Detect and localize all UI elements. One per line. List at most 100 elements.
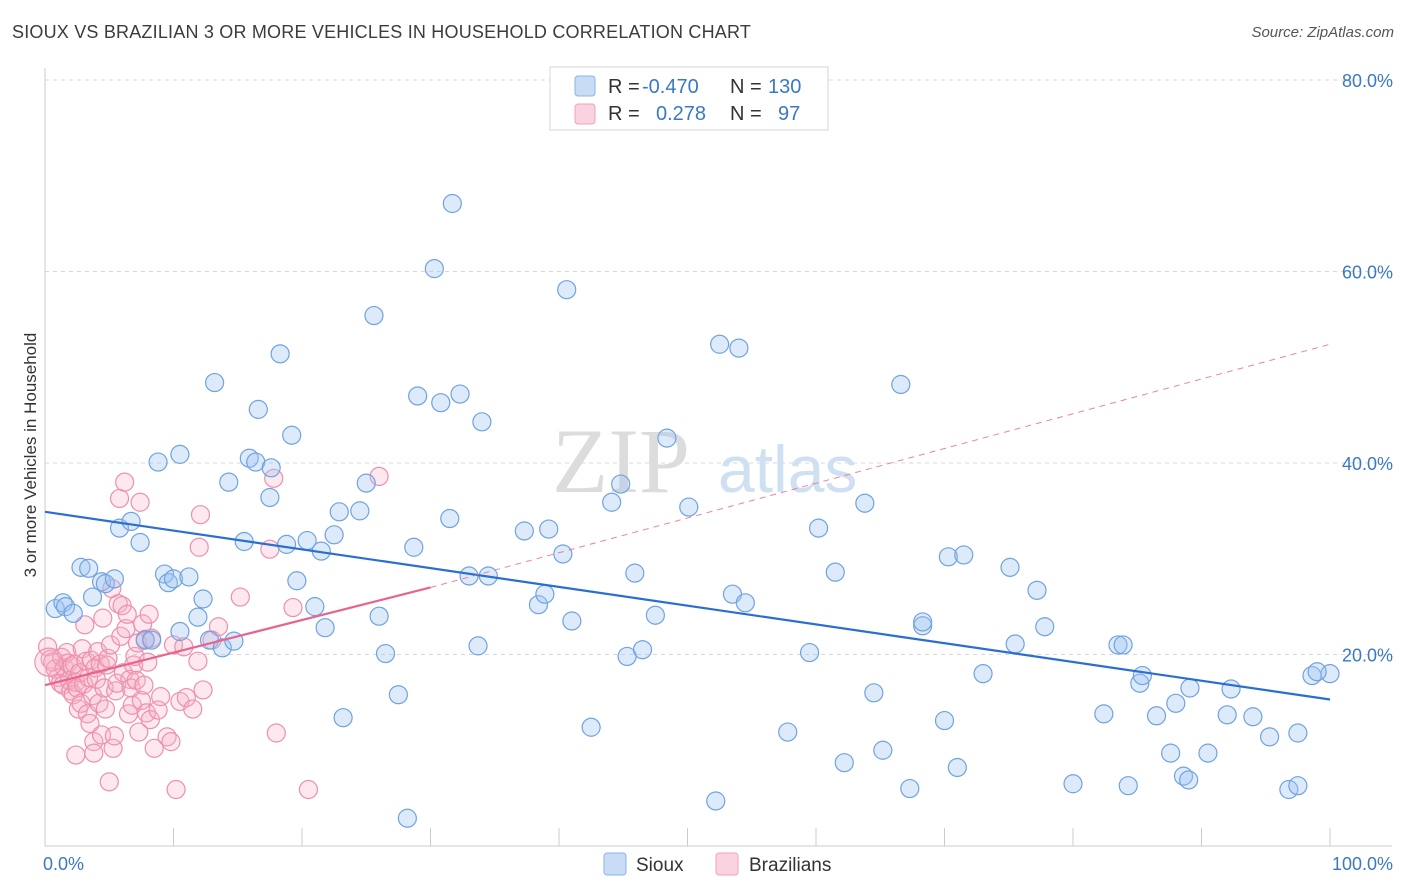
brazilians-point-72: [138, 652, 158, 672]
sioux-point-45: [333, 708, 353, 728]
sioux-point-119: [1198, 743, 1218, 763]
sioux-point-80: [706, 791, 726, 811]
sioux-point-99: [947, 757, 967, 778]
legend-swatch-brazilians: [574, 103, 596, 125]
brazilians-point-48: [107, 673, 127, 693]
sioux-point-76: [632, 640, 653, 660]
brazilians-point-0: [37, 637, 58, 657]
brazilians-point-46: [104, 726, 124, 746]
brazilians-point-38: [94, 678, 114, 698]
brazilians-trend-line: [44, 586, 431, 687]
brazilians-point-66: [130, 492, 150, 512]
sioux-point-96: [913, 612, 933, 632]
sioux-point-69: [557, 280, 577, 300]
sioux-point-48: [364, 305, 384, 326]
sioux-point-19: [170, 444, 190, 464]
sioux-point-104: [1027, 580, 1047, 600]
brazilians-point-96: [266, 723, 286, 743]
brazilians-point-76: [144, 738, 164, 758]
sioux-point-52: [397, 808, 417, 828]
bottom-legend-label-brazilians: Brazilians: [749, 855, 831, 876]
sioux-point-26: [212, 638, 232, 658]
sioux-point-87: [808, 518, 829, 538]
sioux-point-18: [163, 569, 184, 589]
brazilians-point-88: [189, 537, 209, 557]
sioux-point-11: [121, 511, 141, 532]
sioux-point-64: [514, 521, 534, 541]
brazilians-point-82: [166, 779, 186, 800]
sioux-point-109: [1113, 635, 1133, 655]
sioux-point-106: [1063, 774, 1083, 794]
brazilians-point-101: [84, 743, 104, 763]
sioux-point-57: [440, 508, 460, 529]
sioux-point-17: [158, 573, 178, 593]
sioux-point-88: [825, 562, 845, 582]
sioux-point-22: [188, 607, 208, 627]
sioux-point-20: [170, 621, 190, 642]
sioux-series: [45, 193, 1340, 828]
brazilians-point-54: [115, 472, 135, 492]
sioux-point-12: [130, 532, 150, 553]
y-tick-label-1: 40.0%: [1342, 454, 1393, 474]
sioux-point-23: [193, 589, 213, 609]
brazilians-point-23: [75, 615, 95, 635]
sioux-point-84: [735, 593, 755, 613]
sioux-point-125: [1288, 776, 1308, 796]
brazilians-point-78: [151, 687, 171, 707]
sioux-point-43: [324, 525, 344, 545]
y-axis-label: 3 or more Vehicles in Household: [21, 333, 40, 578]
sioux-point-38: [287, 571, 307, 591]
bottom-legend-swatch-brazilians: [715, 852, 739, 876]
brazilians-point-37: [93, 608, 113, 628]
sioux-point-89: [834, 753, 854, 773]
sioux-point-6: [82, 587, 103, 607]
sioux-point-67: [539, 519, 559, 539]
legend-r-label-brazilians: R =: [608, 103, 640, 125]
sioux-point-34: [261, 458, 281, 478]
sioux-point-94: [900, 778, 920, 799]
brazilians-point-85: [176, 687, 196, 708]
sioux-point-83: [729, 338, 749, 358]
sioux-point-49: [369, 606, 389, 626]
sioux-point-123: [1260, 727, 1280, 747]
sioux-point-113: [1146, 706, 1167, 726]
sioux-point-32: [248, 399, 268, 419]
bottom-legend-label-sioux: Sioux: [636, 855, 684, 876]
sioux-point-70: [562, 611, 582, 631]
watermark-zip: ZIP: [552, 410, 690, 512]
sioux-point-68: [553, 544, 573, 564]
sioux-point-79: [679, 497, 699, 517]
brazilians-point-93: [230, 587, 250, 607]
brazilians-point-30: [84, 732, 104, 752]
sioux-point-121: [1221, 679, 1241, 699]
legend-r-value-brazilians: 0.278: [656, 103, 706, 125]
sioux-point-93: [891, 374, 911, 395]
tick-labels: 20.0% 40.0% 60.0% 80.0% 0.0% 100.0%: [43, 71, 1393, 874]
sioux-point-116: [1173, 766, 1194, 786]
sioux-point-8: [95, 574, 115, 594]
sioux-point-122: [1243, 707, 1263, 727]
watermark: ZIP atlas: [552, 410, 857, 512]
brazilians-point-97: [283, 597, 303, 618]
sioux-trend-line: [44, 510, 1331, 701]
y-tick-label-3: 80.0%: [1342, 71, 1393, 91]
sioux-point-37: [282, 425, 302, 445]
brazilians-point-47: [106, 681, 126, 701]
watermark-atlas: atlas: [718, 432, 857, 506]
legend-n-label-brazilians: N =: [730, 103, 762, 125]
sioux-point-66: [535, 584, 555, 604]
sioux-point-90: [855, 493, 875, 513]
sioux-point-112: [1132, 665, 1152, 686]
y-tick-label-0: 20.0%: [1342, 646, 1393, 666]
sioux-point-100: [954, 545, 974, 565]
sioux-point-126: [1288, 723, 1308, 743]
x-tick-label-0: 0.0%: [43, 854, 84, 874]
brazilians-point-68: [133, 614, 153, 634]
brazilians-point-50: [109, 488, 130, 509]
sioux-point-50: [375, 643, 396, 664]
grid-lines: [45, 79, 1392, 655]
axes: [44, 68, 1392, 847]
sioux-point-53: [404, 537, 424, 557]
sioux-point-105: [1035, 617, 1055, 637]
brazilians-cluster-point: [34, 647, 64, 677]
